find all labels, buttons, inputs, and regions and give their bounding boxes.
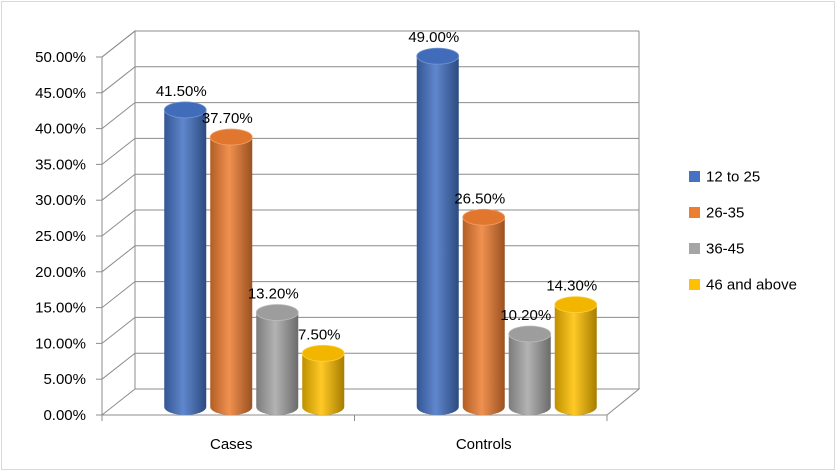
data-label: 10.20% — [500, 307, 551, 324]
data-labels: 41.50% 37.70% 13.20% 7.50% 49.00% 26.50% 10.20… — [156, 29, 597, 343]
legend: 12 to 25 26-35 36-45 46 and above — [689, 169, 797, 294]
bar-top — [209, 128, 253, 146]
y-tick-label: 45.00% — [35, 85, 86, 102]
y-tick-label: 0.00% — [43, 407, 86, 424]
bar-26-35-controls — [462, 208, 506, 415]
y-tick-label: 25.00% — [35, 228, 86, 245]
bar-26-35-cases — [209, 128, 253, 415]
bar-top — [163, 101, 207, 119]
data-label: 37.70% — [202, 110, 253, 127]
bar-46-and-above-cases — [301, 344, 345, 415]
y-tick-label: 15.00% — [35, 300, 86, 317]
legend-item-26-35: 26-35 — [689, 205, 744, 222]
data-label: 49.00% — [408, 29, 459, 46]
bar-36-45-controls — [508, 325, 552, 415]
y-tick-label: 50.00% — [35, 49, 86, 66]
bar-top — [255, 304, 299, 321]
bar-12-to-25-controls — [416, 47, 460, 415]
x-category-label: Cases — [210, 436, 253, 453]
x-category-label: Controls — [456, 436, 512, 453]
bars — [163, 47, 598, 416]
bar-36-45-cases — [255, 304, 299, 415]
gridline — [101, 66, 639, 94]
y-tick-label: 40.00% — [35, 121, 86, 138]
legend-swatch — [689, 207, 700, 218]
legend-label: 26-35 — [706, 205, 744, 222]
bar-46-and-above-controls — [554, 296, 598, 415]
gridline — [101, 30, 639, 58]
bar-top — [301, 344, 345, 362]
legend-label: 36-45 — [706, 241, 744, 258]
bar-top — [416, 47, 460, 65]
y-tick-label: 30.00% — [35, 192, 86, 209]
gridline — [101, 173, 639, 201]
x-axis-categories: Cases Controls — [101, 415, 608, 453]
bar-body — [210, 137, 253, 415]
data-label: 14.30% — [546, 278, 597, 295]
data-label: 13.20% — [248, 285, 299, 302]
bar-body — [416, 56, 459, 415]
legend-item-46-and-above: 46 and above — [689, 277, 797, 294]
legend-swatch — [689, 243, 700, 254]
bar-body — [554, 304, 597, 415]
bar-top — [462, 208, 506, 226]
bar-12-to-25-cases — [163, 101, 207, 416]
data-label: 26.50% — [454, 190, 505, 207]
gridline — [101, 209, 639, 237]
legend-label: 46 and above — [706, 277, 797, 294]
y-tick-label: 35.00% — [35, 156, 86, 173]
legend-item-12-to-25: 12 to 25 — [689, 169, 760, 186]
y-tick-label: 20.00% — [35, 264, 86, 281]
bar-body — [508, 333, 551, 415]
y-tick-label: 10.00% — [35, 335, 86, 352]
gridline — [101, 102, 639, 129]
data-label: 41.50% — [156, 83, 207, 100]
legend-swatch — [689, 171, 700, 182]
data-label: 7.50% — [298, 326, 341, 343]
bar-top — [508, 325, 552, 343]
bar-top — [554, 296, 598, 314]
bar-body — [256, 312, 299, 415]
legend-swatch — [689, 279, 700, 290]
legend-label: 12 to 25 — [706, 169, 760, 186]
gridline — [101, 137, 639, 165]
legend-item-36-45: 36-45 — [689, 241, 744, 258]
bar-body — [462, 217, 505, 415]
y-axis-ticks: 0.00% 5.00% 10.00% 15.00% 20.00% 25.00% 30.00%… — [35, 49, 86, 424]
y-tick-label: 5.00% — [43, 371, 86, 388]
bar-body — [302, 353, 345, 415]
bar-body — [164, 109, 207, 416]
